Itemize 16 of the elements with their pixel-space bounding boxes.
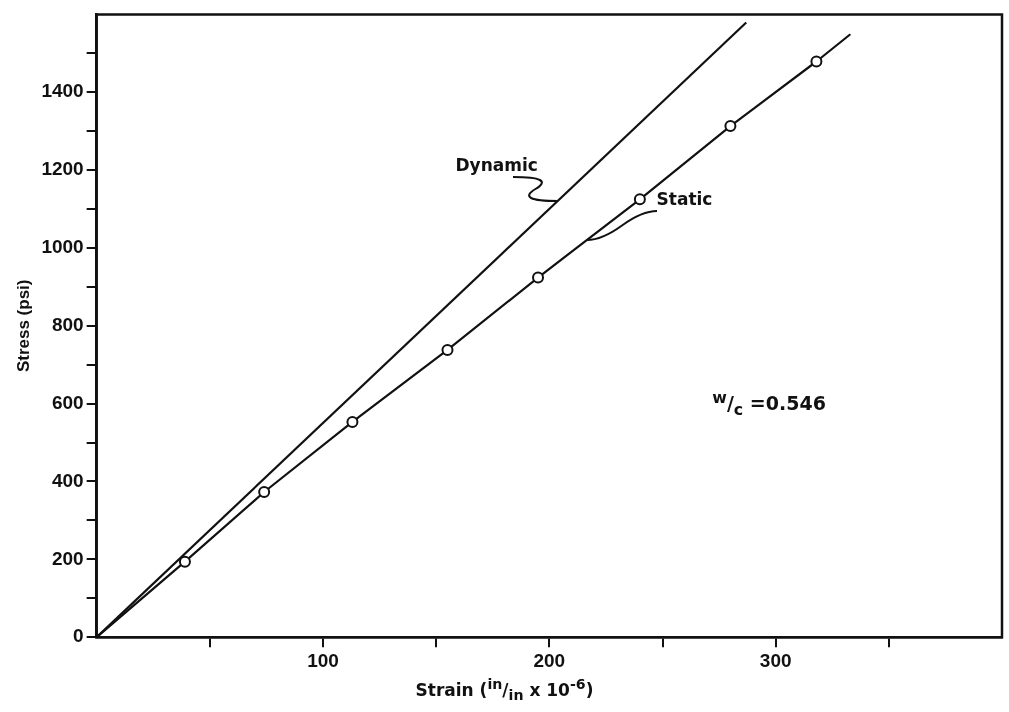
x-tick-label: 100 — [307, 649, 339, 671]
y-axis-title: Stress (psi) — [13, 279, 33, 373]
annotation: $^{w}$/$_{c}$ =0.546 — [712, 388, 826, 420]
y-tick-label: 600 — [51, 391, 84, 413]
y-tick-label: 200 — [51, 547, 84, 569]
x-tick-label: 200 — [533, 649, 566, 671]
y-tick-label: 0 — [73, 625, 84, 647]
y-tick-label: 800 — [51, 314, 84, 336]
y-tick-label: 400 — [51, 469, 84, 491]
y-tick-label: 1000 — [41, 236, 84, 258]
series-label: Static — [656, 189, 713, 210]
y-tick-label: 1200 — [41, 158, 84, 180]
y-tick-label: 1400 — [41, 80, 84, 102]
series-label: Dynamic — [455, 154, 538, 175]
x-tick-label: 300 — [759, 649, 792, 671]
x-axis-title: Strain ($^{in}$/$_{in}$ x 10$^{-6}$) — [414, 676, 595, 704]
